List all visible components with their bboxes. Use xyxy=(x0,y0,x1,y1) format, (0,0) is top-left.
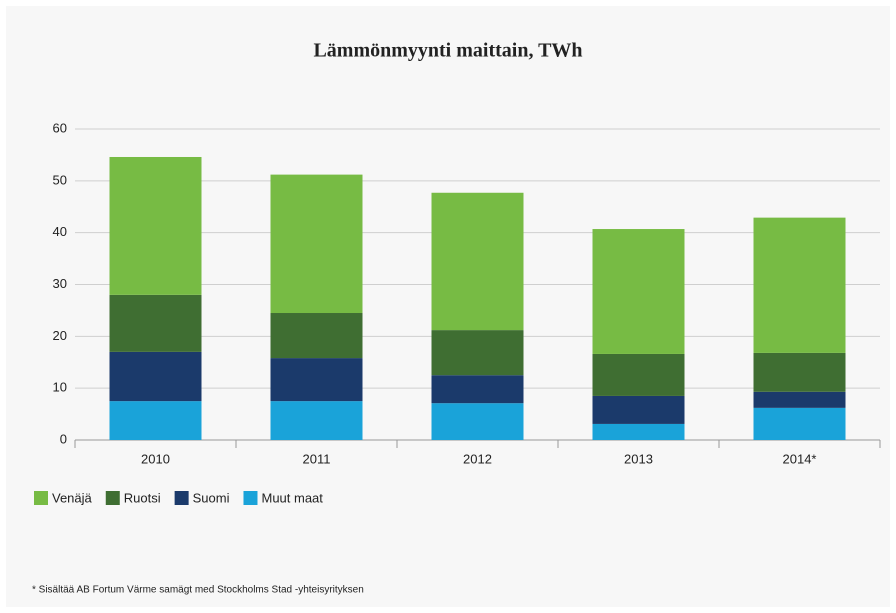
y-tick-label: 10 xyxy=(53,380,67,395)
x-tick-label: 2012 xyxy=(463,451,492,466)
bar-segment xyxy=(109,401,202,440)
bar-segment xyxy=(109,156,202,295)
bar-segment xyxy=(270,358,363,402)
bar-segment xyxy=(592,395,685,424)
y-tick-label: 20 xyxy=(53,328,67,343)
bar-segment xyxy=(431,375,524,404)
bar-segment xyxy=(592,229,685,354)
legend-label: Ruotsi xyxy=(124,490,161,505)
legend-swatch xyxy=(34,491,48,505)
y-tick-label: 40 xyxy=(53,224,67,239)
y-tick-label: 50 xyxy=(53,172,67,187)
y-tick-label: 30 xyxy=(53,276,67,291)
footnote: * Sisältää AB Fortum Värme samägt med St… xyxy=(32,585,364,596)
legend-label: Venäjä xyxy=(52,490,93,505)
bar-segment xyxy=(431,330,524,376)
y-tick-label: 60 xyxy=(53,120,67,135)
bar-segment xyxy=(431,192,524,331)
bar-segment xyxy=(753,391,846,408)
bar-segment xyxy=(753,407,846,440)
bar-segment xyxy=(270,313,363,359)
x-tick-label: 2014* xyxy=(783,451,817,466)
bar-segment xyxy=(109,294,202,352)
bar-segment xyxy=(753,217,846,353)
bar-segment xyxy=(270,401,363,440)
y-tick-label: 0 xyxy=(60,431,67,446)
legend-swatch xyxy=(174,491,189,505)
legend-swatch xyxy=(243,491,258,505)
legend-label: Suomi xyxy=(193,490,230,505)
x-tick-label: 2013 xyxy=(624,451,653,466)
x-tick-label: 2011 xyxy=(303,451,331,466)
legend-swatch xyxy=(105,491,120,505)
bar-segment xyxy=(109,351,202,402)
legend-label: Muut maat xyxy=(261,490,323,505)
bar-segment xyxy=(592,423,685,440)
bar-segment xyxy=(753,352,846,392)
bar-segment xyxy=(592,353,685,396)
x-tick-label: 2010 xyxy=(141,451,170,466)
bar-segment xyxy=(270,174,363,314)
chart-title: Lämmönmyynti maittain, TWh xyxy=(313,40,582,62)
bar-segment xyxy=(431,403,524,440)
